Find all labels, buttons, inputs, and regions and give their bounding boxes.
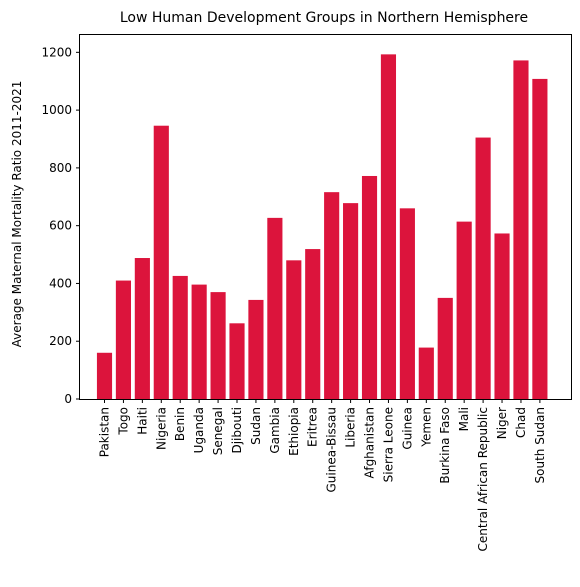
y-tick-label: 0 bbox=[64, 392, 72, 406]
x-tick-label: Niger bbox=[495, 407, 509, 439]
bar-liberia bbox=[343, 203, 358, 399]
chart-title: Low Human Development Groups in Northern… bbox=[120, 10, 528, 26]
x-tick-label: Nigeria bbox=[154, 407, 168, 450]
x-tick-label: Eritrea bbox=[306, 407, 320, 447]
x-tick-label: Central African Republic bbox=[476, 407, 490, 551]
bar-south-sudan bbox=[532, 79, 547, 399]
x-tick-label: Pakistan bbox=[98, 407, 112, 457]
x-tick-label: Sudan bbox=[249, 407, 263, 445]
x-tick-label: Uganda bbox=[192, 407, 206, 453]
bar-eritrea bbox=[305, 249, 320, 399]
x-tick-label: Ethiopia bbox=[287, 407, 301, 456]
x-tick-label: Mali bbox=[457, 407, 471, 431]
bar-guinea-bissau bbox=[324, 192, 339, 399]
bar-central-african-republic bbox=[476, 138, 491, 399]
y-tick-label: 200 bbox=[49, 334, 72, 348]
bar-sudan bbox=[248, 300, 263, 399]
x-tick-label: Senegal bbox=[211, 407, 225, 455]
bar-sierra-leone bbox=[381, 54, 396, 399]
x-tick-label: Chad bbox=[514, 407, 528, 438]
y-axis-ticks: 0 200 400 600 800 1000 1200 bbox=[41, 45, 80, 406]
bar-burkina-faso bbox=[438, 298, 453, 399]
x-tick-label: Burkina Faso bbox=[438, 407, 452, 484]
x-tick-label: Togo bbox=[116, 407, 130, 436]
bar-uganda bbox=[192, 285, 207, 399]
bar-mali bbox=[457, 222, 472, 399]
bar-togo bbox=[116, 281, 131, 399]
x-tick-label: Guinea bbox=[400, 407, 414, 450]
bar-pakistan bbox=[97, 353, 112, 399]
y-axis-label: Average Maternal Mortality Ratio 2011-20… bbox=[10, 81, 24, 348]
y-tick-label: 600 bbox=[49, 219, 72, 233]
x-tick-label: Guinea-Bissau bbox=[325, 407, 339, 493]
bar-nigeria bbox=[154, 126, 169, 399]
x-tick-label: Liberia bbox=[344, 407, 358, 448]
x-tick-label: Sierra Leone bbox=[381, 407, 395, 482]
bar-afghanistan bbox=[362, 176, 377, 399]
y-tick-label: 800 bbox=[49, 161, 72, 175]
bars-group bbox=[97, 54, 548, 399]
y-tick-label: 1200 bbox=[41, 45, 72, 59]
bar-senegal bbox=[211, 292, 226, 399]
x-tick-label: Gambia bbox=[268, 407, 282, 454]
y-tick-label: 400 bbox=[49, 276, 72, 290]
x-axis-ticks: Pakistan Togo Haiti Nigeria Benin Uganda Seneg… bbox=[98, 399, 547, 551]
bar-haiti bbox=[135, 258, 150, 399]
bar-yemen bbox=[419, 348, 434, 399]
bar-djibouti bbox=[229, 323, 244, 399]
y-tick-label: 1000 bbox=[41, 103, 72, 117]
bar-ethiopia bbox=[286, 260, 301, 399]
bar-benin bbox=[173, 276, 188, 399]
bar-niger bbox=[494, 233, 509, 399]
bar-chad bbox=[513, 60, 528, 399]
x-tick-label: Djibouti bbox=[230, 407, 244, 454]
x-tick-label: Yemen bbox=[419, 407, 433, 448]
x-tick-label: South Sudan bbox=[533, 407, 547, 484]
bar-gambia bbox=[267, 218, 282, 399]
x-tick-label: Haiti bbox=[135, 407, 149, 435]
x-tick-label: Benin bbox=[173, 407, 187, 441]
bar-guinea bbox=[400, 208, 415, 399]
x-tick-label: Afghanistan bbox=[363, 407, 377, 478]
